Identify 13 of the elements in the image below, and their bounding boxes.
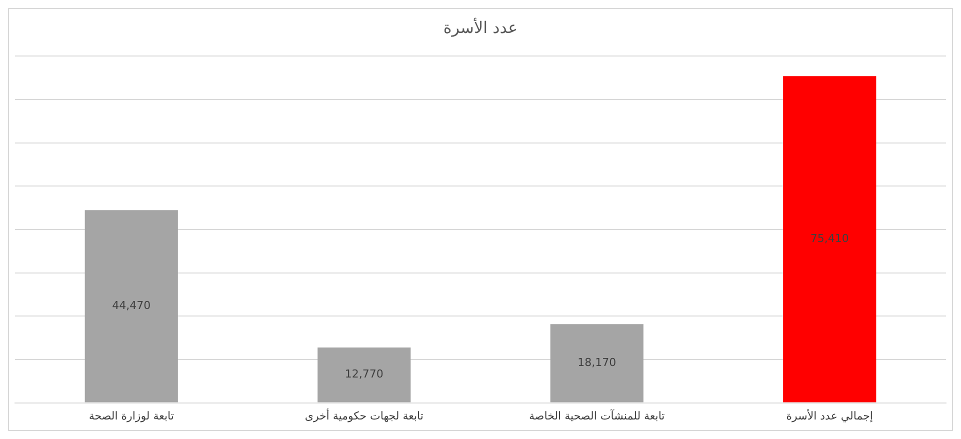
bar [84, 210, 178, 402]
bar [783, 76, 876, 402]
bar [318, 347, 411, 402]
bar [550, 324, 644, 402]
x-tick-label: تابعة لوزارة الصحة [88, 409, 174, 422]
data-label: 18,170 [578, 356, 616, 370]
data-label: 75,410 [810, 232, 849, 246]
chart-title: عدد الأسرة [443, 16, 518, 37]
x-tick-label: تابعة للمنشآت الصحية الخاصة [529, 408, 665, 422]
data-label: 44,470 [112, 299, 151, 312]
x-tick-label: تابعة لجهات حكومية أخرى [304, 408, 424, 422]
x-tick-label: إجمالي عدد الأسرة [786, 408, 873, 422]
data-label: 12,770 [344, 368, 384, 381]
